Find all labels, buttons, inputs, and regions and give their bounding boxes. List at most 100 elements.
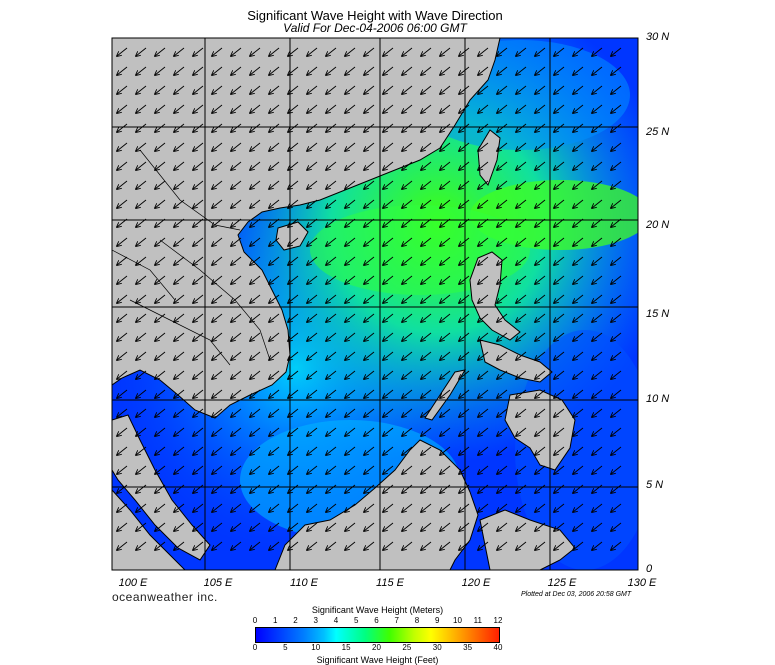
wave-arrow	[516, 66, 527, 75]
wave-arrow	[345, 503, 356, 512]
wave-arrow	[516, 503, 527, 512]
wave-arrow	[383, 275, 394, 284]
wave-arrow	[212, 370, 223, 379]
wave-arrow	[117, 142, 128, 151]
wave-arrow	[269, 370, 280, 379]
wave-arrow	[136, 389, 147, 398]
wave-arrow	[421, 427, 432, 436]
wave-arrow	[554, 484, 565, 493]
wave-arrow	[326, 47, 337, 56]
wave-arrow	[383, 446, 394, 455]
wave-arrow	[307, 427, 318, 436]
lon-label: 130 E	[627, 577, 657, 589]
wave-arrow	[345, 66, 356, 75]
wave-arrow	[497, 332, 508, 341]
wave-arrow	[250, 123, 261, 132]
wave-arrow	[307, 332, 318, 341]
wave-arrow	[364, 237, 375, 246]
colorbar-tick: 9	[435, 616, 440, 625]
wave-arrow	[117, 123, 128, 132]
colorbar-tick: 7	[394, 616, 399, 625]
wave-arrow	[459, 180, 470, 189]
wave-arrow	[440, 104, 451, 113]
wave-arrow	[326, 370, 337, 379]
wave-arrow	[231, 199, 242, 208]
wave-arrow	[573, 541, 584, 550]
wave-arrow	[478, 370, 489, 379]
wave-arrow	[592, 389, 603, 398]
wave-arrow	[516, 218, 527, 227]
wave-arrow	[212, 351, 223, 360]
wave-arrow	[212, 484, 223, 493]
wave-arrow	[117, 465, 128, 474]
wave-arrow	[383, 294, 394, 303]
wave-arrow	[611, 275, 622, 284]
wave-arrow	[231, 484, 242, 493]
wave-arrow	[269, 237, 280, 246]
wave-arrow	[345, 446, 356, 455]
wave-arrow	[307, 180, 318, 189]
wave-arrow	[364, 218, 375, 227]
wave-arrow	[231, 427, 242, 436]
wave-arrow	[516, 104, 527, 113]
wave-arrow	[269, 427, 280, 436]
wave-arrow	[402, 522, 413, 531]
wave-arrow	[136, 256, 147, 265]
wave-arrow	[478, 389, 489, 398]
wave-arrow	[117, 66, 128, 75]
wave-arrow	[592, 104, 603, 113]
wave-arrow	[611, 522, 622, 531]
wave-arrow	[193, 47, 204, 56]
wave-arrow	[459, 332, 470, 341]
wave-arrow	[535, 294, 546, 303]
lat-label: 15 N	[646, 308, 670, 320]
wave-arrow	[174, 161, 185, 170]
wave-arrow	[478, 161, 489, 170]
wave-arrow	[573, 275, 584, 284]
wave-arrow	[497, 161, 508, 170]
wave-arrow	[326, 541, 337, 550]
wave-arrow	[478, 142, 489, 151]
wave-arrow	[117, 180, 128, 189]
wave-arrow	[231, 275, 242, 284]
wave-arrow	[611, 85, 622, 94]
wave-arrow	[573, 503, 584, 512]
wave-arrow	[345, 275, 356, 284]
wave-arrow	[364, 85, 375, 94]
wave-arrow	[250, 389, 261, 398]
wave-arrow	[117, 47, 128, 56]
wave-arrow	[174, 522, 185, 531]
wave-arrow	[288, 313, 299, 322]
wave-arrow	[193, 237, 204, 246]
wave-arrow	[478, 351, 489, 360]
wave-arrow	[421, 66, 432, 75]
wave-arrow	[174, 427, 185, 436]
wave-arrow	[592, 427, 603, 436]
wave-arrow	[193, 199, 204, 208]
wave-arrow	[535, 66, 546, 75]
wave-arrow	[611, 161, 622, 170]
wave-arrow	[288, 142, 299, 151]
wave-arrow	[155, 313, 166, 322]
wave-arrow	[155, 522, 166, 531]
lat-label: 25 N	[646, 126, 670, 138]
wave-arrow	[288, 503, 299, 512]
wave-arrow	[611, 370, 622, 379]
wave-arrow	[231, 351, 242, 360]
wave-arrow	[459, 503, 470, 512]
wave-arrow	[117, 104, 128, 113]
wave-arrow	[250, 408, 261, 417]
wave-arrow	[250, 332, 261, 341]
wave-arrow	[345, 237, 356, 246]
wave-arrow	[288, 237, 299, 246]
wave-arrow	[231, 237, 242, 246]
wave-arrow	[174, 503, 185, 512]
wave-arrow	[592, 446, 603, 455]
colorbar	[255, 627, 500, 643]
wave-arrow	[117, 313, 128, 322]
wave-arrow	[383, 85, 394, 94]
wave-arrow	[288, 484, 299, 493]
wave-arrow	[611, 142, 622, 151]
wave-arrow	[440, 427, 451, 436]
wave-arrow	[212, 104, 223, 113]
